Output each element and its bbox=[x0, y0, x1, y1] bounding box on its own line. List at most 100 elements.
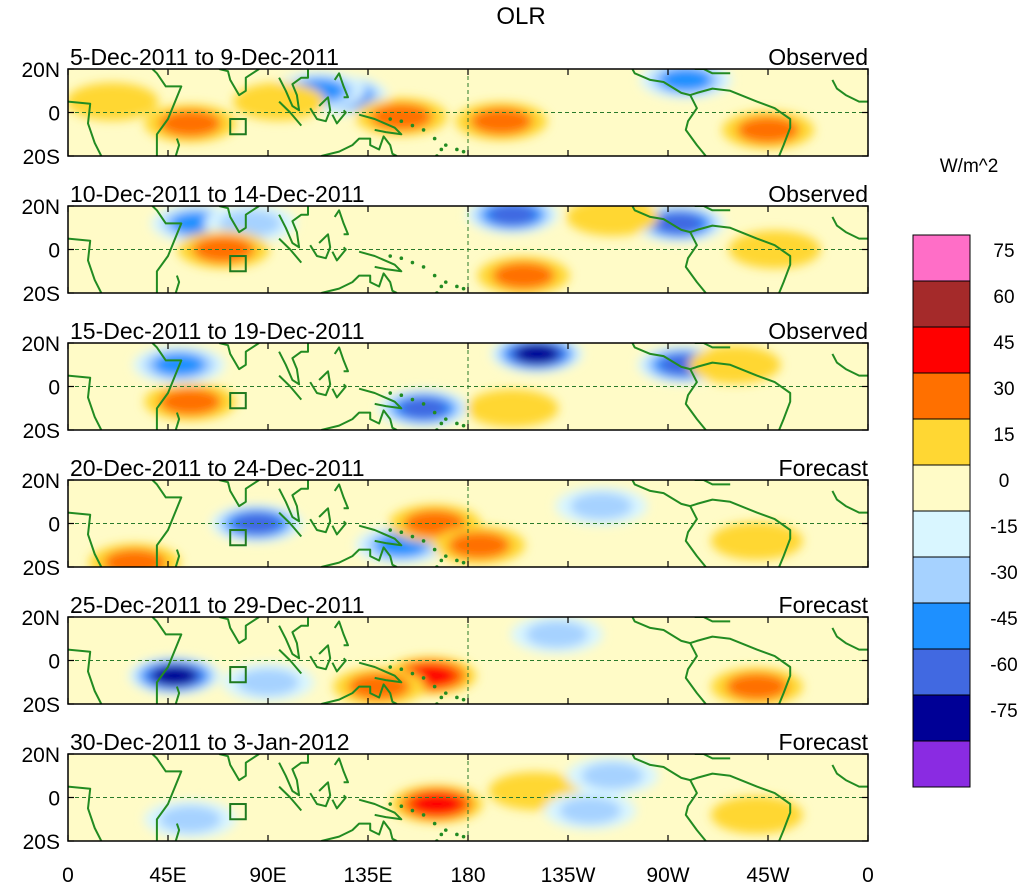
anomaly-contour bbox=[492, 262, 555, 290]
y-tick-label: 0 bbox=[48, 788, 60, 811]
colorbar-swatch bbox=[912, 234, 971, 282]
y-tick-label: 0 bbox=[48, 651, 60, 674]
island-dot bbox=[432, 684, 437, 689]
coastlines bbox=[68, 617, 868, 704]
island-dot bbox=[388, 528, 393, 532]
colorbar-label: -60 bbox=[990, 655, 1017, 676]
panel-kind: Forecast bbox=[779, 592, 869, 618]
coastline bbox=[831, 490, 868, 514]
y-tick-label: 20N bbox=[21, 59, 60, 82]
x-tick-label: 90W bbox=[646, 864, 689, 887]
anomaly-contour bbox=[159, 109, 222, 137]
colorbar-label: 15 bbox=[993, 425, 1014, 446]
island-dot bbox=[461, 697, 466, 702]
coastline bbox=[331, 794, 347, 810]
colorbar-label: 75 bbox=[993, 241, 1014, 262]
island-dot bbox=[421, 402, 426, 406]
coastline bbox=[309, 233, 332, 260]
island-dot bbox=[461, 149, 466, 154]
coastline bbox=[165, 686, 181, 704]
coastline bbox=[694, 69, 731, 75]
panel-4: 20N 0 20S 20-Dec-2011 to 24-Dec-2011 Forecas… bbox=[21, 455, 869, 580]
colorbar-label: -15 bbox=[990, 517, 1017, 538]
coastline bbox=[151, 206, 183, 293]
panel-period: 25-Dec-2011 to 29-Dec-2011 bbox=[70, 592, 365, 618]
anomaly-contour bbox=[710, 521, 803, 560]
coastline bbox=[165, 138, 181, 156]
anomaly-contour bbox=[581, 762, 644, 790]
index-box bbox=[229, 529, 247, 547]
coastline bbox=[278, 511, 303, 538]
anomaly-contour bbox=[233, 512, 281, 535]
coastline bbox=[68, 511, 103, 567]
index-box bbox=[229, 666, 247, 684]
coastline bbox=[68, 374, 103, 430]
panel-period: 20-Dec-2011 to 24-Dec-2011 bbox=[70, 455, 365, 481]
coastline bbox=[831, 764, 868, 788]
colorbar-swatch bbox=[912, 418, 971, 466]
panel-1: 20N 0 20S 5-Dec-2011 to 9-Dec-2011 Observed bbox=[21, 44, 869, 169]
coastline bbox=[321, 409, 398, 430]
x-tick-label: 45W bbox=[746, 864, 789, 887]
coastline bbox=[68, 237, 103, 293]
anomaly-contour bbox=[655, 212, 703, 235]
coastline bbox=[358, 113, 403, 136]
coastline bbox=[358, 387, 403, 410]
coastline bbox=[218, 480, 260, 508]
coastline bbox=[684, 231, 707, 293]
island-dot bbox=[432, 136, 437, 141]
anomaly-contour bbox=[219, 209, 282, 237]
coastline bbox=[358, 798, 403, 821]
coastline bbox=[631, 754, 792, 841]
island-dot bbox=[455, 695, 459, 700]
anomaly-contour bbox=[488, 206, 536, 226]
anomaly-contour bbox=[159, 805, 222, 833]
coastline bbox=[331, 520, 347, 536]
coastline bbox=[358, 250, 403, 273]
anomaly-contour bbox=[525, 620, 588, 648]
island-dot bbox=[455, 832, 459, 837]
coastline bbox=[165, 549, 181, 567]
island-dot bbox=[388, 254, 393, 258]
colorbar-label: -75 bbox=[990, 701, 1017, 722]
x-tick-label: 135W bbox=[541, 864, 596, 887]
coastline bbox=[694, 617, 731, 623]
coastline bbox=[165, 823, 181, 841]
coastline bbox=[631, 480, 792, 567]
colorbar-swatch bbox=[912, 556, 971, 604]
coastline bbox=[831, 627, 868, 651]
coastline bbox=[831, 353, 868, 377]
island-dot bbox=[421, 128, 426, 132]
coastline bbox=[165, 412, 181, 430]
island-dot bbox=[399, 804, 404, 808]
coastline bbox=[68, 100, 103, 156]
island-dot bbox=[455, 147, 459, 152]
panel-kind: Forecast bbox=[779, 455, 869, 481]
y-tick-label: 20N bbox=[21, 196, 60, 219]
coastline bbox=[358, 524, 403, 547]
coastline bbox=[684, 779, 707, 841]
anomaly-contour bbox=[737, 116, 799, 144]
coastline bbox=[68, 785, 103, 841]
colorbar-swatch bbox=[912, 740, 971, 788]
island-dot bbox=[399, 667, 404, 671]
x-tick-label: 90E bbox=[249, 864, 286, 887]
y-tick-label: 20S bbox=[23, 831, 60, 854]
island-dot bbox=[461, 560, 466, 565]
coastline bbox=[321, 272, 398, 293]
coastline bbox=[309, 370, 332, 397]
colorbar-label: -30 bbox=[990, 563, 1017, 584]
island-dot bbox=[461, 423, 466, 428]
coastline bbox=[278, 648, 303, 675]
index-box bbox=[229, 118, 247, 136]
colorbar-label: 30 bbox=[993, 379, 1014, 400]
panel-3: 20N 0 20S 15-Dec-2011 to 19-Dec-2011 Observe… bbox=[21, 318, 869, 443]
coastline bbox=[278, 100, 303, 127]
coastline bbox=[151, 480, 183, 567]
coastlines bbox=[68, 480, 868, 567]
anomaly-contour bbox=[103, 549, 166, 567]
colorbar-label: 0 bbox=[999, 471, 1010, 492]
coastline bbox=[321, 683, 398, 704]
x-tick-label: 0 bbox=[62, 864, 74, 887]
island-dot bbox=[410, 808, 415, 813]
